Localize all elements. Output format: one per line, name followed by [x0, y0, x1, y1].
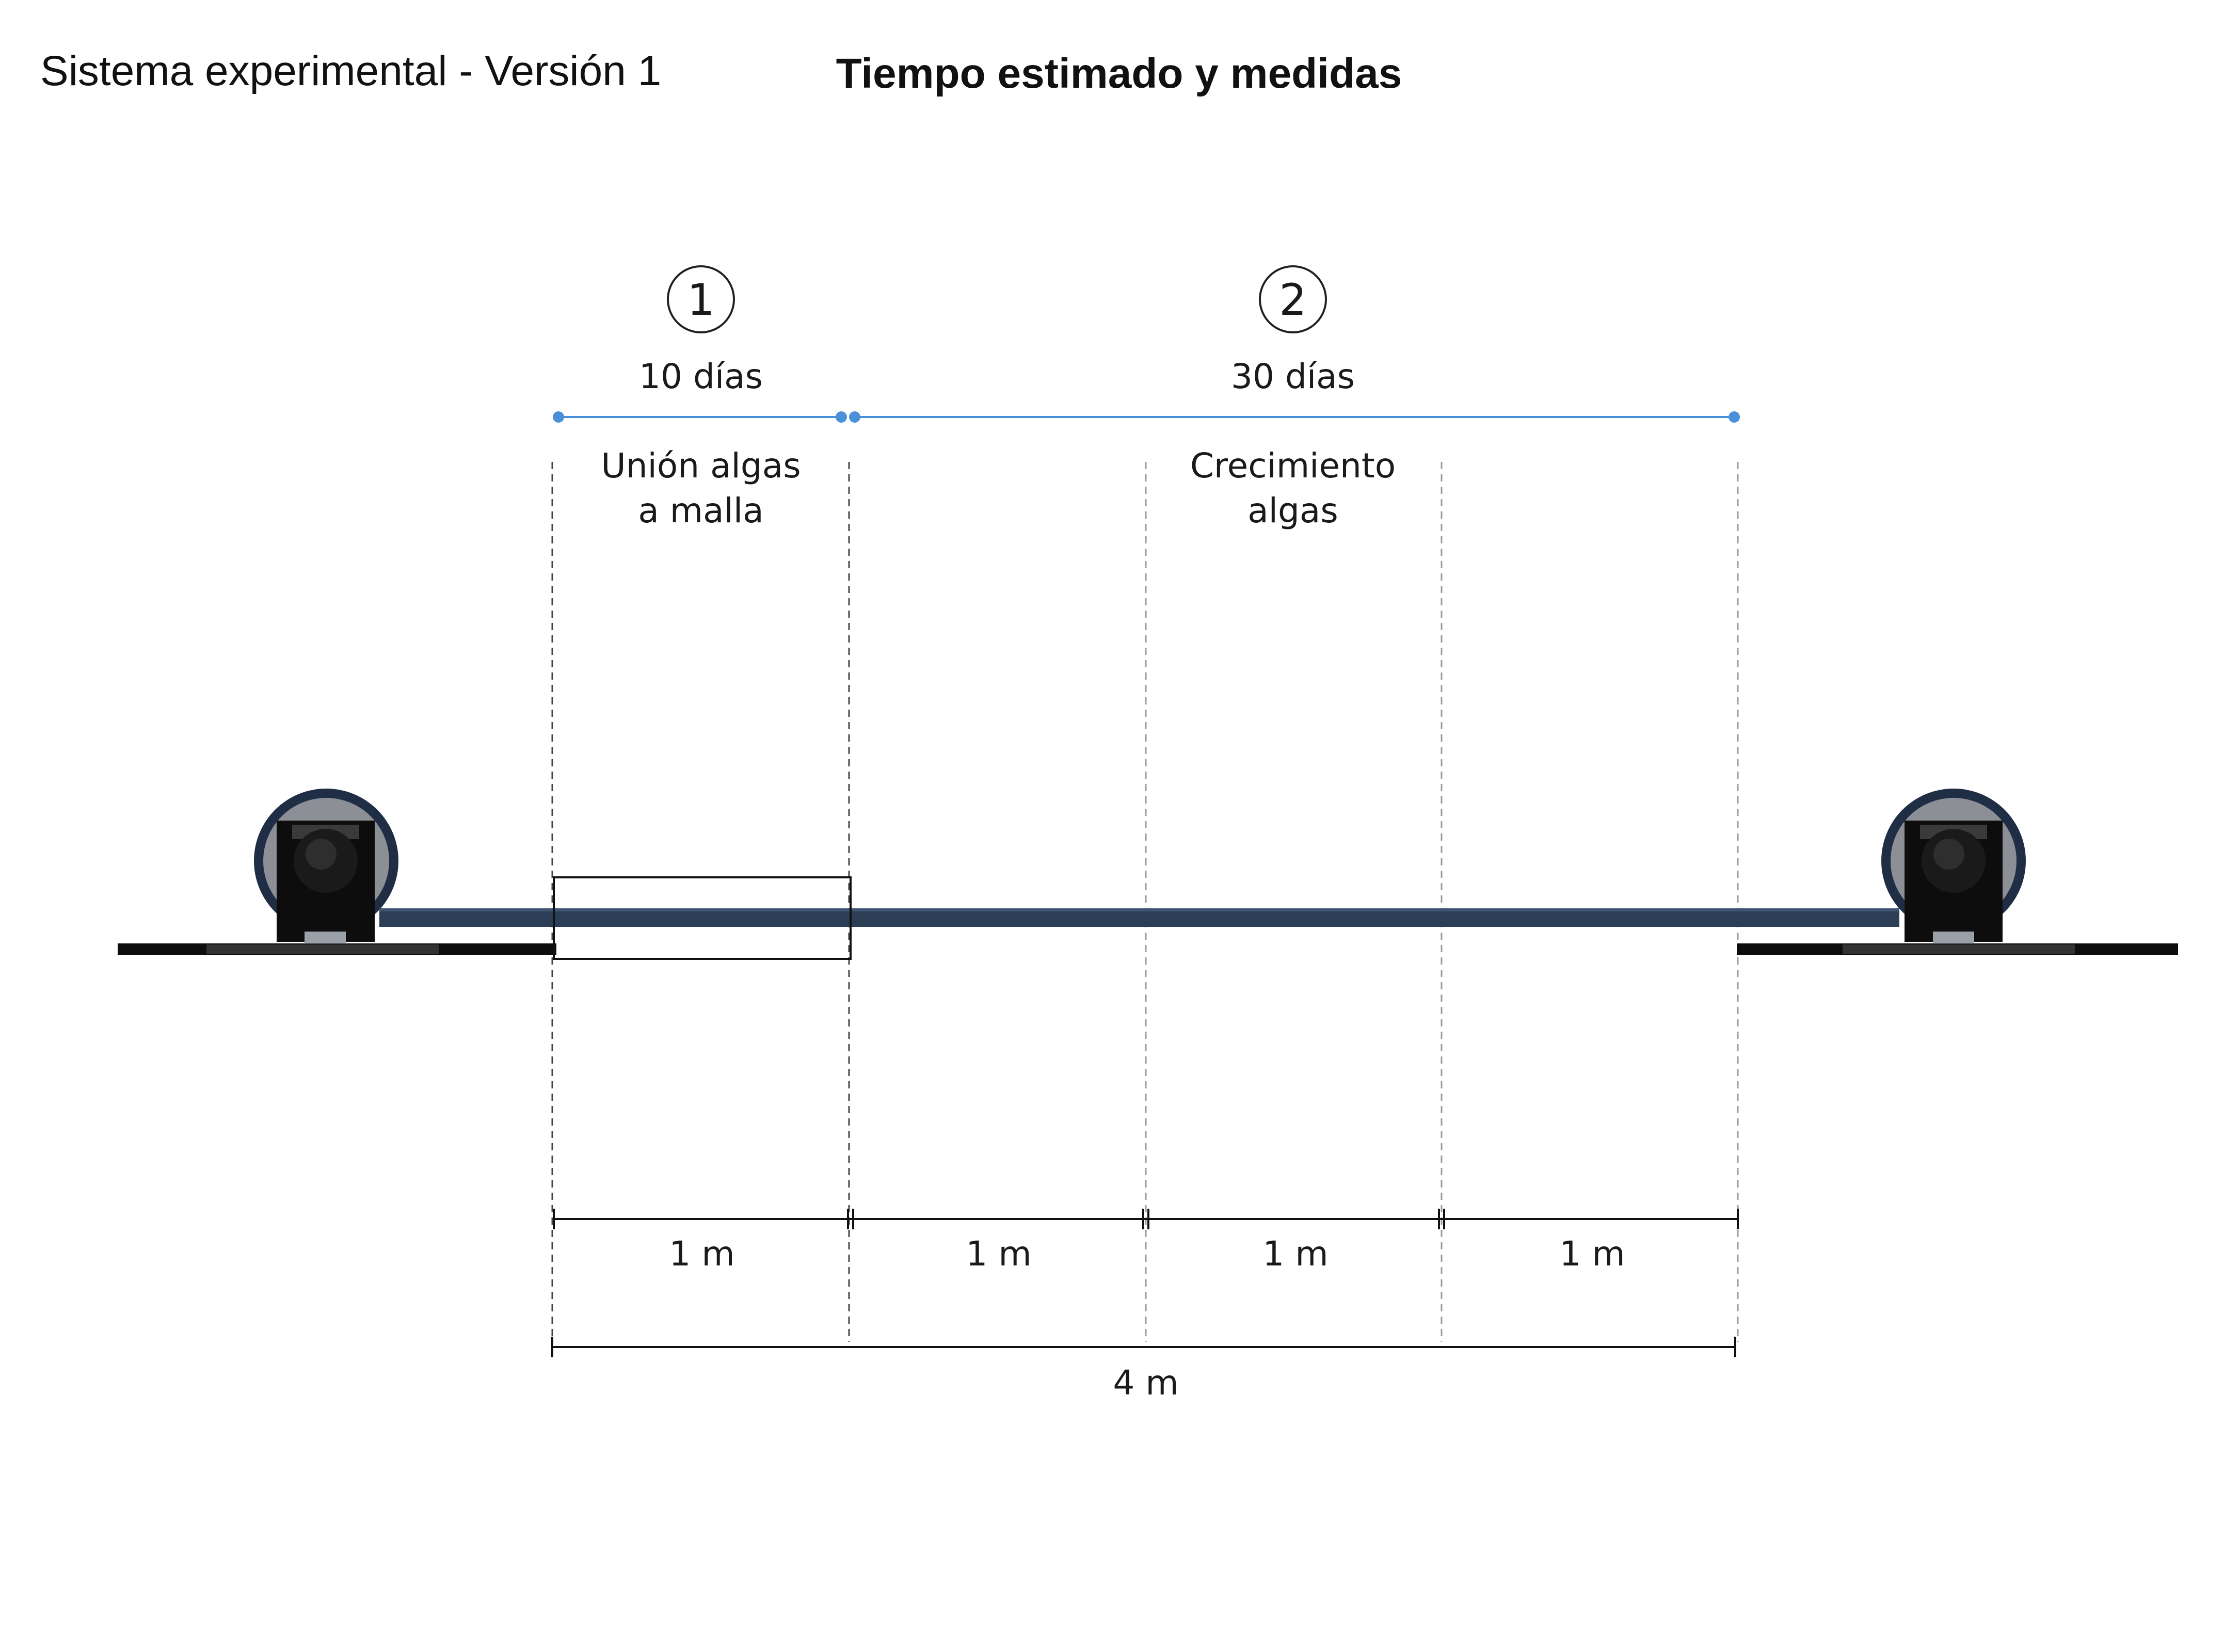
phase-2-marker: 2 30 días — [1231, 265, 1355, 396]
segment-label: 1 m — [669, 1234, 734, 1274]
right-roller-motor — [1881, 789, 2026, 943]
segment-label: 1 m — [966, 1234, 1031, 1274]
phase-2-circle — [1259, 265, 1327, 333]
timeline-dot — [849, 411, 860, 423]
segment-label: 1 m — [1559, 1234, 1625, 1274]
phase-2-label-line1: Crecimiento — [1190, 446, 1396, 486]
segment-label: 1 m — [1262, 1234, 1328, 1274]
ground-right — [1737, 943, 2178, 955]
phase-1-duration: 10 días — [639, 357, 763, 396]
phase-2-duration: 30 días — [1231, 357, 1355, 396]
phase-1-circle — [667, 265, 735, 333]
phase-1-marker: 1 10 días — [639, 265, 763, 396]
phase-1-number: 1 — [687, 275, 714, 325]
phase-2-number: 2 — [1279, 275, 1306, 325]
phase-1-label-line2: a malla — [638, 491, 763, 531]
timeline — [553, 411, 1740, 423]
system-title: Sistema experimental - Versión 1 — [40, 47, 661, 94]
total-dimension: 4 m — [551, 1337, 1736, 1403]
total-length-label: 4 m — [1113, 1363, 1178, 1403]
phase-2-label-line2: algas — [1247, 491, 1338, 531]
ground-left — [118, 943, 556, 955]
guide-lines — [551, 462, 1739, 1342]
timeline-dot — [836, 411, 847, 423]
segment-dimensions: 1 m 1 m 1 m 1 m — [553, 1209, 1739, 1274]
timeline-dot — [1729, 411, 1740, 423]
section-title: Tiempo estimado y medidas — [836, 50, 1402, 97]
attachment-frame — [553, 876, 852, 960]
timeline-dot — [553, 411, 564, 423]
left-roller-motor — [254, 789, 398, 943]
phase-1-label-line1: Unión algas — [601, 446, 801, 486]
